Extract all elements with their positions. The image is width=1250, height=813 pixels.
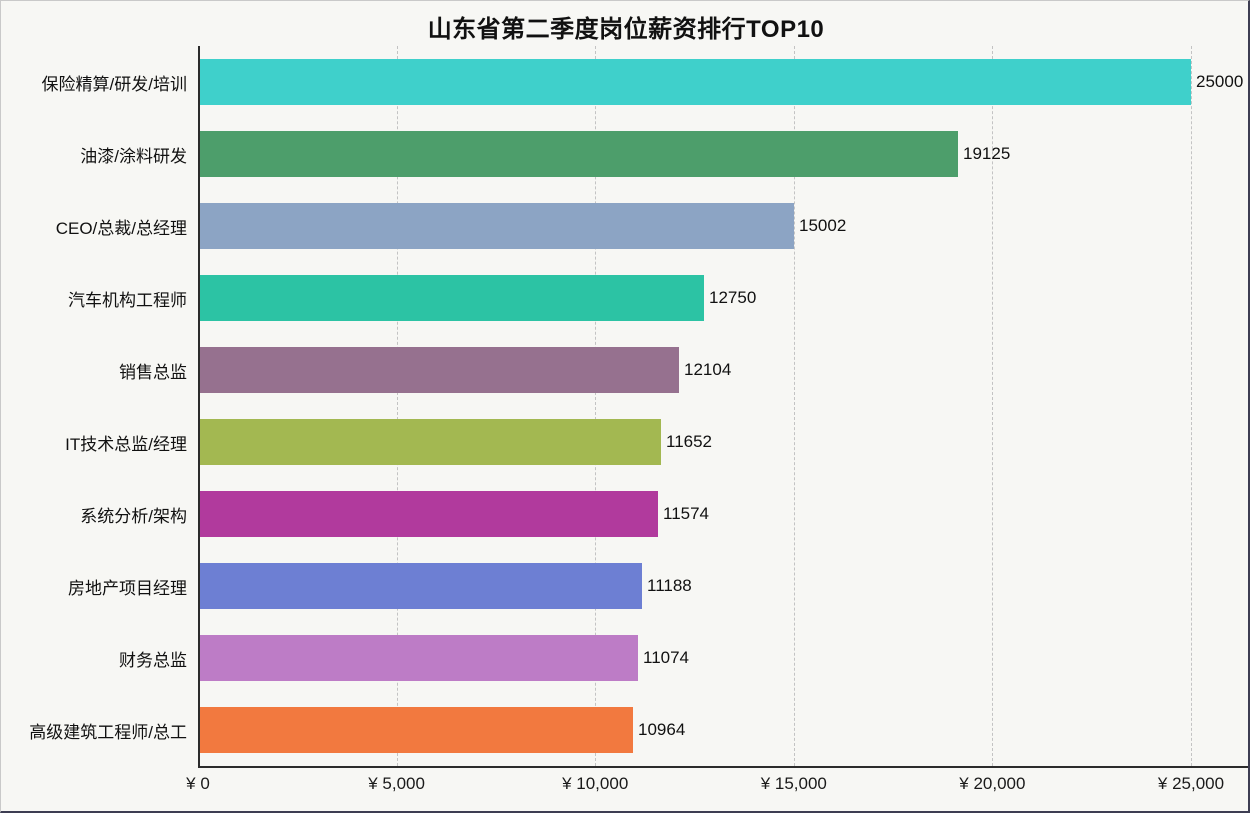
bar	[198, 563, 642, 609]
bar-track: 12104	[198, 347, 1248, 393]
bar	[198, 275, 704, 321]
bar-track: 19125	[198, 131, 1248, 177]
bar-track: 15002	[198, 203, 1248, 249]
gridline	[396, 46, 398, 766]
category-label: 财务总监	[119, 650, 187, 670]
category-label: IT技术总监/经理	[65, 434, 187, 454]
category-label: 系统分析/架构	[80, 506, 187, 526]
bar-row: 汽车机构工程师 12750	[1, 262, 1248, 334]
chart-area: 保险精算/研发/培训 25000 油漆/涂料研发 19125 CEO/总裁/总经理 150…	[1, 46, 1248, 811]
bar-value-label: 12750	[709, 288, 757, 307]
gridline	[595, 46, 597, 766]
bar-track: 11574	[198, 491, 1248, 537]
bar-row: 保险精算/研发/培训 25000	[1, 46, 1248, 118]
x-tick-labels: ¥ 0 ¥ 5,000 ¥ 10,000 ¥ 15,000 ¥ 20,000 ¥ 25,0…	[1, 774, 1248, 800]
bar-row: CEO/总裁/总经理 15002	[1, 190, 1248, 262]
gridline	[793, 46, 795, 766]
x-tick-label: ¥ 15,000	[760, 774, 827, 793]
category-label: CEO/总裁/总经理	[55, 218, 187, 238]
bar-row: IT技术总监/经理 11652	[1, 406, 1248, 478]
bar-value-label: 11074	[643, 648, 690, 667]
x-tick-label: ¥ 5,000	[368, 774, 425, 793]
y-axis-line	[198, 46, 200, 767]
gridline	[992, 46, 994, 766]
x-tick-label: ¥ 25,000	[1157, 774, 1225, 793]
bar-track: 11188	[198, 563, 1248, 609]
bar-row: 财务总监 11074	[1, 622, 1248, 694]
category-label: 油漆/涂料研发	[80, 146, 187, 166]
bar-value-label: 19125	[963, 144, 1011, 163]
bar	[198, 131, 958, 177]
x-tick-label: ¥ 10,000	[562, 774, 629, 793]
bar-row: 系统分析/架构 11574	[1, 478, 1248, 550]
bar	[198, 347, 679, 393]
category-label: 保险精算/研发/培训	[41, 74, 187, 94]
chart-title: 山东省第二季度岗位薪资排行TOP10	[427, 16, 825, 43]
bar-value-label: 10964	[638, 720, 686, 739]
bar-row: 房地产项目经理 11188	[1, 550, 1248, 622]
bar-value-label: 15002	[799, 216, 847, 235]
bar-value-label: 11652	[666, 432, 713, 451]
category-label: 房地产项目经理	[68, 578, 187, 598]
bar-value-label: 11188	[647, 576, 692, 595]
bar	[198, 203, 794, 249]
category-label: 高级建筑工程师/总工	[29, 722, 187, 742]
gridline	[1191, 46, 1192, 766]
bar-row: 高级建筑工程师/总工 10964	[1, 694, 1248, 766]
bar-value-label: 11574	[663, 504, 710, 523]
category-label: 销售总监	[119, 362, 187, 382]
bar-value-label: 12104	[684, 360, 732, 379]
bar-rows: 保险精算/研发/培训 25000 油漆/涂料研发 19125 CEO/总裁/总经理 150…	[1, 46, 1248, 766]
bar	[198, 59, 1191, 105]
bar-value-label: 25000	[1196, 72, 1244, 91]
bar-track: 25000	[198, 59, 1248, 105]
bar	[198, 635, 638, 681]
x-tick-label: ¥ 20,000	[959, 774, 1026, 793]
bar	[198, 419, 661, 465]
category-label: 汽车机构工程师	[68, 290, 187, 310]
bar-track: 10964	[198, 707, 1248, 753]
bar-row: 销售总监 12104	[1, 334, 1248, 406]
bar-row: 油漆/涂料研发 19125	[1, 118, 1248, 190]
x-axis-line	[198, 766, 1248, 768]
x-tick-label: ¥ 0	[186, 774, 210, 793]
bar	[198, 707, 633, 753]
bar-track: 11074	[198, 635, 1248, 681]
bar-track: 11652	[198, 419, 1248, 465]
bar	[198, 491, 658, 537]
bar-track: 12750	[198, 275, 1248, 321]
grid-layer	[198, 46, 1192, 766]
